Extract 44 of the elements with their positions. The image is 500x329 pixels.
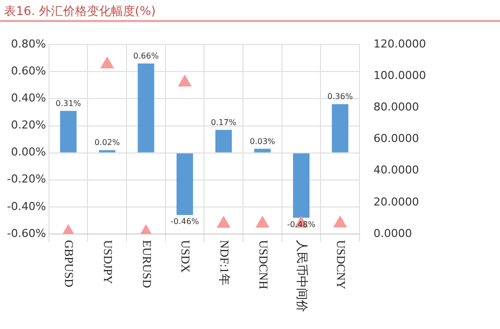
x-tick-label: GBPUSD <box>62 240 76 288</box>
bar <box>176 153 194 216</box>
point <box>256 216 270 228</box>
data-label: -0.46% <box>170 217 200 226</box>
y2-tick-label: 40.0000 <box>374 164 420 177</box>
x-tick-label: USDJPY <box>100 240 115 284</box>
bar <box>293 153 310 218</box>
bar <box>138 64 154 152</box>
data-label: 0.31% <box>56 98 82 108</box>
chart-title: 表16. 外汇价格变化幅度(%) <box>4 3 156 20</box>
point <box>217 216 230 228</box>
y-tick-label: -0.40% <box>6 200 46 213</box>
bar <box>332 104 348 152</box>
y-tick-label: -0.20% <box>6 172 46 186</box>
y2-tick-label: 100.0000 <box>374 69 426 82</box>
y-tick-label: 0.40% <box>10 92 46 105</box>
y2-tick-label: 120.0000 <box>374 37 426 50</box>
x-tick-label: EURUSD <box>140 240 154 288</box>
y2-tick-label: 80.0000 <box>374 100 420 114</box>
bar <box>215 130 232 152</box>
data-label: 0.66% <box>133 52 160 61</box>
data-label: 0.36% <box>327 92 354 102</box>
x-tick-label: 人民币中间价 <box>295 240 310 312</box>
bar <box>60 110 77 152</box>
point <box>334 216 347 228</box>
x-tick-label: USDCNH <box>256 240 270 290</box>
y-tick-label: 0.20% <box>10 118 46 132</box>
data-label: -0.48% <box>287 220 316 229</box>
y2-tick-label: 0.0000 <box>374 226 412 240</box>
point <box>178 74 192 86</box>
y-tick-label: 0.80% <box>10 37 46 50</box>
data-label: 0.17% <box>210 118 237 127</box>
x-tick-label: NDF:1年 <box>217 240 232 286</box>
y-tick-label: -0.60% <box>6 226 46 240</box>
x-tick-label: USDCNY <box>334 240 348 290</box>
point <box>100 56 114 68</box>
y2-tick-label: 20.0000 <box>374 195 420 208</box>
y-tick-label: 0.00% <box>10 146 46 159</box>
data-label: 0.02% <box>94 138 120 148</box>
y-tick-label: 0.60% <box>10 64 46 78</box>
bar <box>254 148 271 152</box>
x-tick-label: USDX <box>178 240 193 274</box>
y2-tick-label: 60.0000 <box>374 132 420 146</box>
data-label: 0.03% <box>250 136 276 146</box>
